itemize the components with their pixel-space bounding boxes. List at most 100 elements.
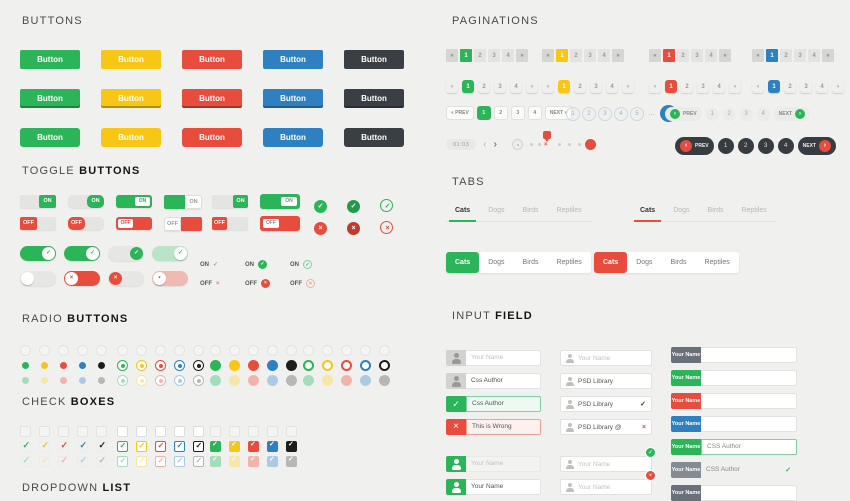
step-dot[interactable] xyxy=(558,143,561,146)
checkbox[interactable] xyxy=(193,441,204,452)
checkbox[interactable] xyxy=(210,440,221,452)
checkbox[interactable] xyxy=(58,426,69,437)
text-input[interactable]: This is Wrong xyxy=(466,419,541,435)
toggle-switch[interactable]: × xyxy=(108,271,144,286)
page-button[interactable]: 2 xyxy=(474,49,486,62)
text-input[interactable]: Your Name xyxy=(560,479,652,495)
page-button[interactable]: 3 xyxy=(584,49,596,62)
page-button[interactable]: 2 xyxy=(478,80,490,93)
page-circle-button[interactable]: 3 xyxy=(757,138,774,154)
toggle-on[interactable]: ON ✓ xyxy=(200,255,232,274)
checkbox[interactable] xyxy=(155,441,166,452)
radio-button[interactable] xyxy=(322,360,333,371)
page-circle-button[interactable]: 5 xyxy=(630,106,644,121)
radio-button[interactable] xyxy=(155,375,166,386)
toggle-on[interactable]: ON ✓ xyxy=(245,255,277,274)
button[interactable]: Button xyxy=(182,128,242,147)
checkbox[interactable] xyxy=(136,426,147,437)
button[interactable]: Button xyxy=(263,128,323,147)
page-button[interactable]: 2 xyxy=(574,80,586,93)
page-button[interactable]: 2 xyxy=(780,49,792,62)
toggle-off[interactable]: OFF × xyxy=(290,274,322,293)
checkbox[interactable] xyxy=(286,440,297,452)
checkbox[interactable] xyxy=(136,441,147,452)
radio-button[interactable] xyxy=(286,345,297,356)
tab[interactable]: Birds xyxy=(522,207,539,214)
checkbox[interactable] xyxy=(248,440,259,452)
checkbox[interactable] xyxy=(77,426,88,437)
radio-button[interactable] xyxy=(58,345,69,356)
radio-button[interactable] xyxy=(117,360,128,371)
text-input[interactable]: PSD Library @ × xyxy=(560,419,652,435)
checkbox[interactable] xyxy=(248,455,259,467)
checkbox[interactable] xyxy=(77,455,88,467)
page-button[interactable]: 4 xyxy=(808,49,820,62)
button[interactable]: Button xyxy=(20,50,80,69)
checkbox[interactable] xyxy=(96,440,107,452)
text-input[interactable]: PSD Library xyxy=(560,373,652,389)
checkbox[interactable] xyxy=(39,426,50,437)
toggle-switch[interactable]: • xyxy=(152,271,188,286)
toggle-on[interactable]: ON ✓ xyxy=(290,255,322,274)
radio-button[interactable] xyxy=(77,360,88,371)
page-button[interactable]: 3 xyxy=(794,49,806,62)
tab[interactable]: Cats xyxy=(631,205,664,222)
checkbox[interactable] xyxy=(117,426,128,437)
checkbox[interactable] xyxy=(267,426,278,437)
text-input[interactable] xyxy=(701,416,797,432)
toggle-switch[interactable]: ON xyxy=(260,194,300,209)
radio-button[interactable] xyxy=(360,375,371,386)
active-page-button[interactable]: 1 xyxy=(460,49,472,62)
page-button[interactable]: 2 xyxy=(493,106,508,120)
radio-button[interactable] xyxy=(267,345,278,356)
radio-button[interactable] xyxy=(117,345,128,356)
checkbox[interactable] xyxy=(229,440,240,452)
page-button[interactable]: 4 xyxy=(502,49,514,62)
checkbox[interactable] xyxy=(20,426,31,437)
radio-button[interactable] xyxy=(20,345,31,356)
toggle-switch[interactable]: ✓ xyxy=(108,246,144,261)
tab[interactable]: Birds xyxy=(670,259,687,266)
page-button[interactable]: 3 xyxy=(800,80,812,93)
tab[interactable]: Dogs xyxy=(488,207,505,214)
radio-button[interactable] xyxy=(193,375,204,386)
text-input[interactable]: CSS Author xyxy=(706,466,740,473)
page-button[interactable]: 4 xyxy=(598,49,610,62)
radio-button[interactable] xyxy=(77,345,88,356)
radio-button[interactable] xyxy=(341,360,352,371)
toggle-switch[interactable]: ✓ xyxy=(20,246,56,261)
radio-button[interactable] xyxy=(210,345,221,356)
button[interactable]: Button xyxy=(101,50,161,69)
prev-page-button[interactable]: « xyxy=(649,49,661,62)
toggle-switch[interactable]: ✓ xyxy=(347,200,360,213)
button[interactable]: Button xyxy=(182,89,242,108)
toggle-switch[interactable]: ON xyxy=(68,195,104,208)
button[interactable]: Button xyxy=(182,50,242,69)
page-button[interactable]: 4 xyxy=(713,80,725,93)
tab[interactable]: Cats xyxy=(446,205,479,222)
toggle-switch[interactable]: OFF xyxy=(116,217,152,230)
page-button[interactable]: 3 xyxy=(590,80,602,93)
checkbox[interactable] xyxy=(136,456,147,467)
checkbox[interactable] xyxy=(267,440,278,452)
radio-button[interactable] xyxy=(322,345,333,356)
radio-button[interactable] xyxy=(248,345,259,356)
radio-button[interactable] xyxy=(20,360,31,371)
toggle-off[interactable]: OFF × xyxy=(200,274,232,293)
radio-button[interactable] xyxy=(174,345,185,356)
page-circle-button[interactable]: 4 xyxy=(614,106,628,121)
radio-button[interactable] xyxy=(229,375,240,386)
toggle-switch[interactable]: × xyxy=(314,222,327,235)
page-circle-button[interactable]: 2 xyxy=(722,107,736,121)
text-input[interactable]: Your Name xyxy=(560,456,652,472)
active-page-button[interactable]: 1 xyxy=(476,106,491,120)
toggle-switch[interactable]: ✓ xyxy=(314,200,327,213)
radio-button[interactable] xyxy=(174,360,185,371)
next-page-button[interactable]: › xyxy=(832,80,844,93)
page-circle-button[interactable]: 1 xyxy=(705,107,719,121)
toggle-switch[interactable]: OFF xyxy=(68,217,104,230)
toggle-switch[interactable]: × xyxy=(380,221,393,234)
prev-page-button[interactable]: ‹ xyxy=(446,80,458,93)
radio-button[interactable] xyxy=(210,360,221,371)
page-button[interactable]: 4 xyxy=(510,80,522,93)
